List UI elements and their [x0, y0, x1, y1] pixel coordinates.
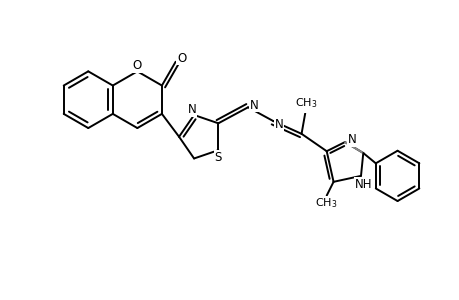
Text: N: N [187, 103, 196, 116]
Text: N: N [249, 98, 258, 112]
Text: N: N [274, 118, 283, 131]
Text: CH$_3$: CH$_3$ [315, 196, 337, 210]
Text: O: O [133, 59, 142, 72]
Text: S: S [214, 151, 222, 164]
Text: N: N [347, 133, 355, 146]
Text: CH$_3$: CH$_3$ [295, 96, 317, 110]
Text: O: O [177, 52, 186, 64]
Text: NH: NH [354, 178, 371, 190]
Text: CH$_3$: CH$_3$ [293, 99, 316, 112]
